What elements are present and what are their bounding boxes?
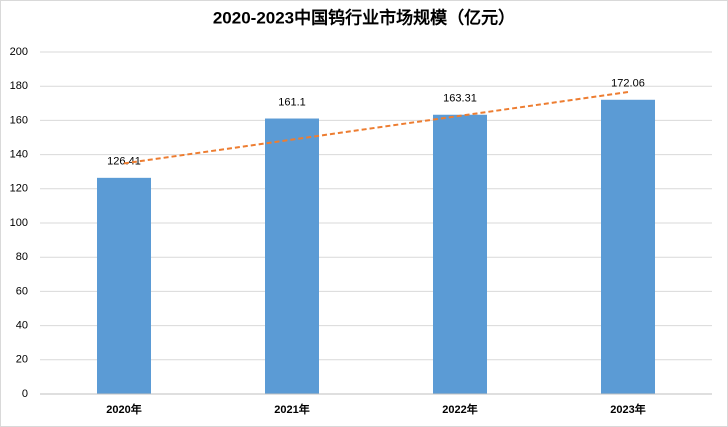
- bar: [265, 118, 319, 395]
- y-tick-label: 0: [22, 388, 28, 400]
- data-label: 163.31: [443, 93, 477, 105]
- bar: [97, 177, 151, 394]
- y-tick-label: 200: [10, 46, 28, 58]
- chart-title: 2020-2023中国钨行业市场规模（亿元）: [213, 7, 515, 27]
- x-tick-label: 2021年: [274, 402, 309, 416]
- y-tick-label: 100: [10, 217, 28, 229]
- x-tick-label: 2020年: [106, 402, 141, 416]
- y-tick-label: 60: [16, 285, 28, 297]
- bar: [433, 114, 487, 394]
- y-tick-label: 40: [16, 320, 28, 332]
- y-tick-label: 120: [10, 183, 28, 195]
- y-tick-label: 180: [10, 80, 28, 92]
- y-tick-label: 160: [10, 114, 28, 126]
- y-tick-label: 140: [10, 149, 28, 161]
- data-label: 126.41: [107, 156, 141, 168]
- bar: [601, 99, 655, 394]
- data-label: 161.1: [278, 96, 306, 108]
- data-label: 172.06: [611, 78, 645, 90]
- y-tick-label: 20: [16, 354, 28, 366]
- trend-line: [123, 91, 629, 165]
- x-tick-label: 2023年: [610, 402, 645, 416]
- x-tick-label: 2022年: [442, 402, 477, 416]
- y-tick-label: 80: [16, 251, 28, 263]
